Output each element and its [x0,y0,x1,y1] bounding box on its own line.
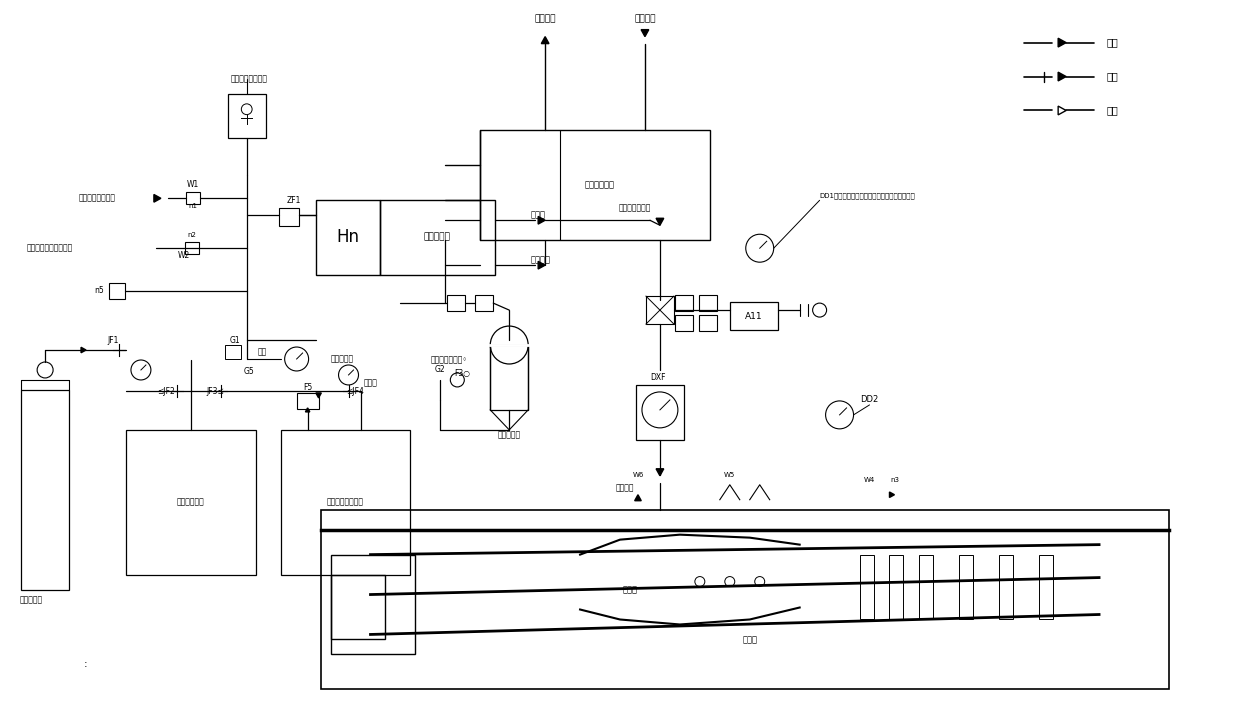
Polygon shape [538,217,546,224]
Bar [279,208,299,226]
Polygon shape [1058,38,1066,47]
Text: :: : [84,659,88,669]
Text: DD1（起动油路塡充过程中起动燃料压力测点）: DD1（起动油路塡充过程中起动燃料压力测点） [820,192,915,199]
Polygon shape [656,469,663,475]
Text: 起动燃料排气口◦: 起动燃料排气口◦ [430,355,467,365]
Polygon shape [154,194,161,202]
Text: 飞行器上燃油输入: 飞行器上燃油输入 [79,194,117,203]
Bar [636,385,684,440]
Bar [999,555,1013,619]
Text: 高纯氮气瓶: 高纯氮气瓶 [20,595,42,604]
Text: 辅助油路: 辅助油路 [531,256,551,265]
Bar [919,555,934,619]
Polygon shape [542,36,549,44]
Bar [228,94,265,139]
Text: n5: n5 [94,285,104,295]
Bar [675,315,693,331]
Bar [331,575,386,639]
Text: 易动油路电磁阀: 易动油路电磁阀 [619,204,651,213]
Bar [480,130,709,240]
Text: W1: W1 [187,180,198,189]
Text: W4: W4 [864,477,875,483]
Bar [475,295,494,311]
Bar [675,295,693,311]
Text: F5: F5 [303,383,312,393]
Text: ZF1: ZF1 [286,196,301,204]
Text: 起动燃料增压设备: 起动燃料增压设备 [327,497,365,506]
Text: n2: n2 [187,232,196,238]
Bar [730,302,777,330]
Text: ⪯JF2: ⪯JF2 [157,388,175,396]
Polygon shape [305,408,310,412]
Text: W2: W2 [177,251,190,260]
Bar [186,192,200,204]
Text: G1: G1 [229,335,241,345]
Text: ⪯JF4: ⪯JF4 [346,388,365,396]
Bar [490,345,528,410]
Bar [296,393,319,409]
Bar [126,430,255,575]
Bar [448,295,465,311]
Bar [960,555,973,619]
Bar [280,430,410,575]
Text: G5: G5 [243,368,254,377]
Polygon shape [538,262,546,269]
Bar [646,296,673,324]
Text: A11: A11 [745,312,763,320]
Bar [699,295,717,311]
Bar [321,510,1169,689]
Text: 燃油进油路电磁阀: 燃油进油路电磁阀 [231,74,268,83]
Text: 燃烧室: 燃烧室 [743,635,758,644]
Bar [185,242,198,255]
Text: 供油调节器: 供油调节器 [424,233,451,242]
Text: 空气: 空气 [1106,106,1118,116]
Text: n3: n3 [890,477,899,483]
Text: JF3⪯: JF3⪯ [207,388,224,396]
Bar [316,200,381,275]
Bar [331,555,415,654]
Text: G2: G2 [435,365,445,375]
Text: 滑油: 滑油 [1106,72,1118,82]
Bar [224,345,241,359]
Text: 压力传感器: 压力传感器 [331,355,353,363]
Text: W6: W6 [632,472,644,478]
Text: 主油路: 主油路 [531,211,546,220]
Bar [699,315,717,331]
Text: 压力表: 压力表 [363,378,377,388]
Bar [889,555,904,619]
Polygon shape [81,347,86,352]
Text: 温度补唇器: 温度补唇器 [497,430,521,439]
Text: F3○: F3○ [454,370,470,378]
Text: Hn: Hn [336,228,360,246]
Text: JF1: JF1 [108,335,119,345]
Text: DXF: DXF [650,373,666,383]
Text: 燃油: 燃油 [1106,38,1118,48]
Bar [381,200,495,275]
Text: 飞行器上燃油排气接口: 飞行器上燃油排气接口 [26,244,72,252]
Text: W5: W5 [724,472,735,478]
Text: 顶针: 顶针 [258,347,268,357]
Bar [21,390,69,590]
Bar [859,555,873,619]
Text: 滑油出口: 滑油出口 [534,14,556,23]
Text: n1: n1 [188,203,197,209]
Text: DD2: DD2 [861,395,879,405]
Text: 起动燃料油筱: 起动燃料油筱 [177,497,205,506]
Polygon shape [316,393,321,398]
Polygon shape [656,218,663,225]
Polygon shape [889,492,894,498]
Bar [109,283,125,299]
Polygon shape [635,495,641,500]
Text: 燃滑油换热器: 燃滑油换热器 [585,181,615,190]
Text: 预燃室: 预燃室 [622,585,637,594]
Text: 外涉引气: 外涉引气 [616,483,634,492]
Bar [1039,555,1053,619]
Text: 滑油入口: 滑油入口 [634,14,656,23]
Polygon shape [641,29,649,36]
Polygon shape [1058,72,1066,81]
